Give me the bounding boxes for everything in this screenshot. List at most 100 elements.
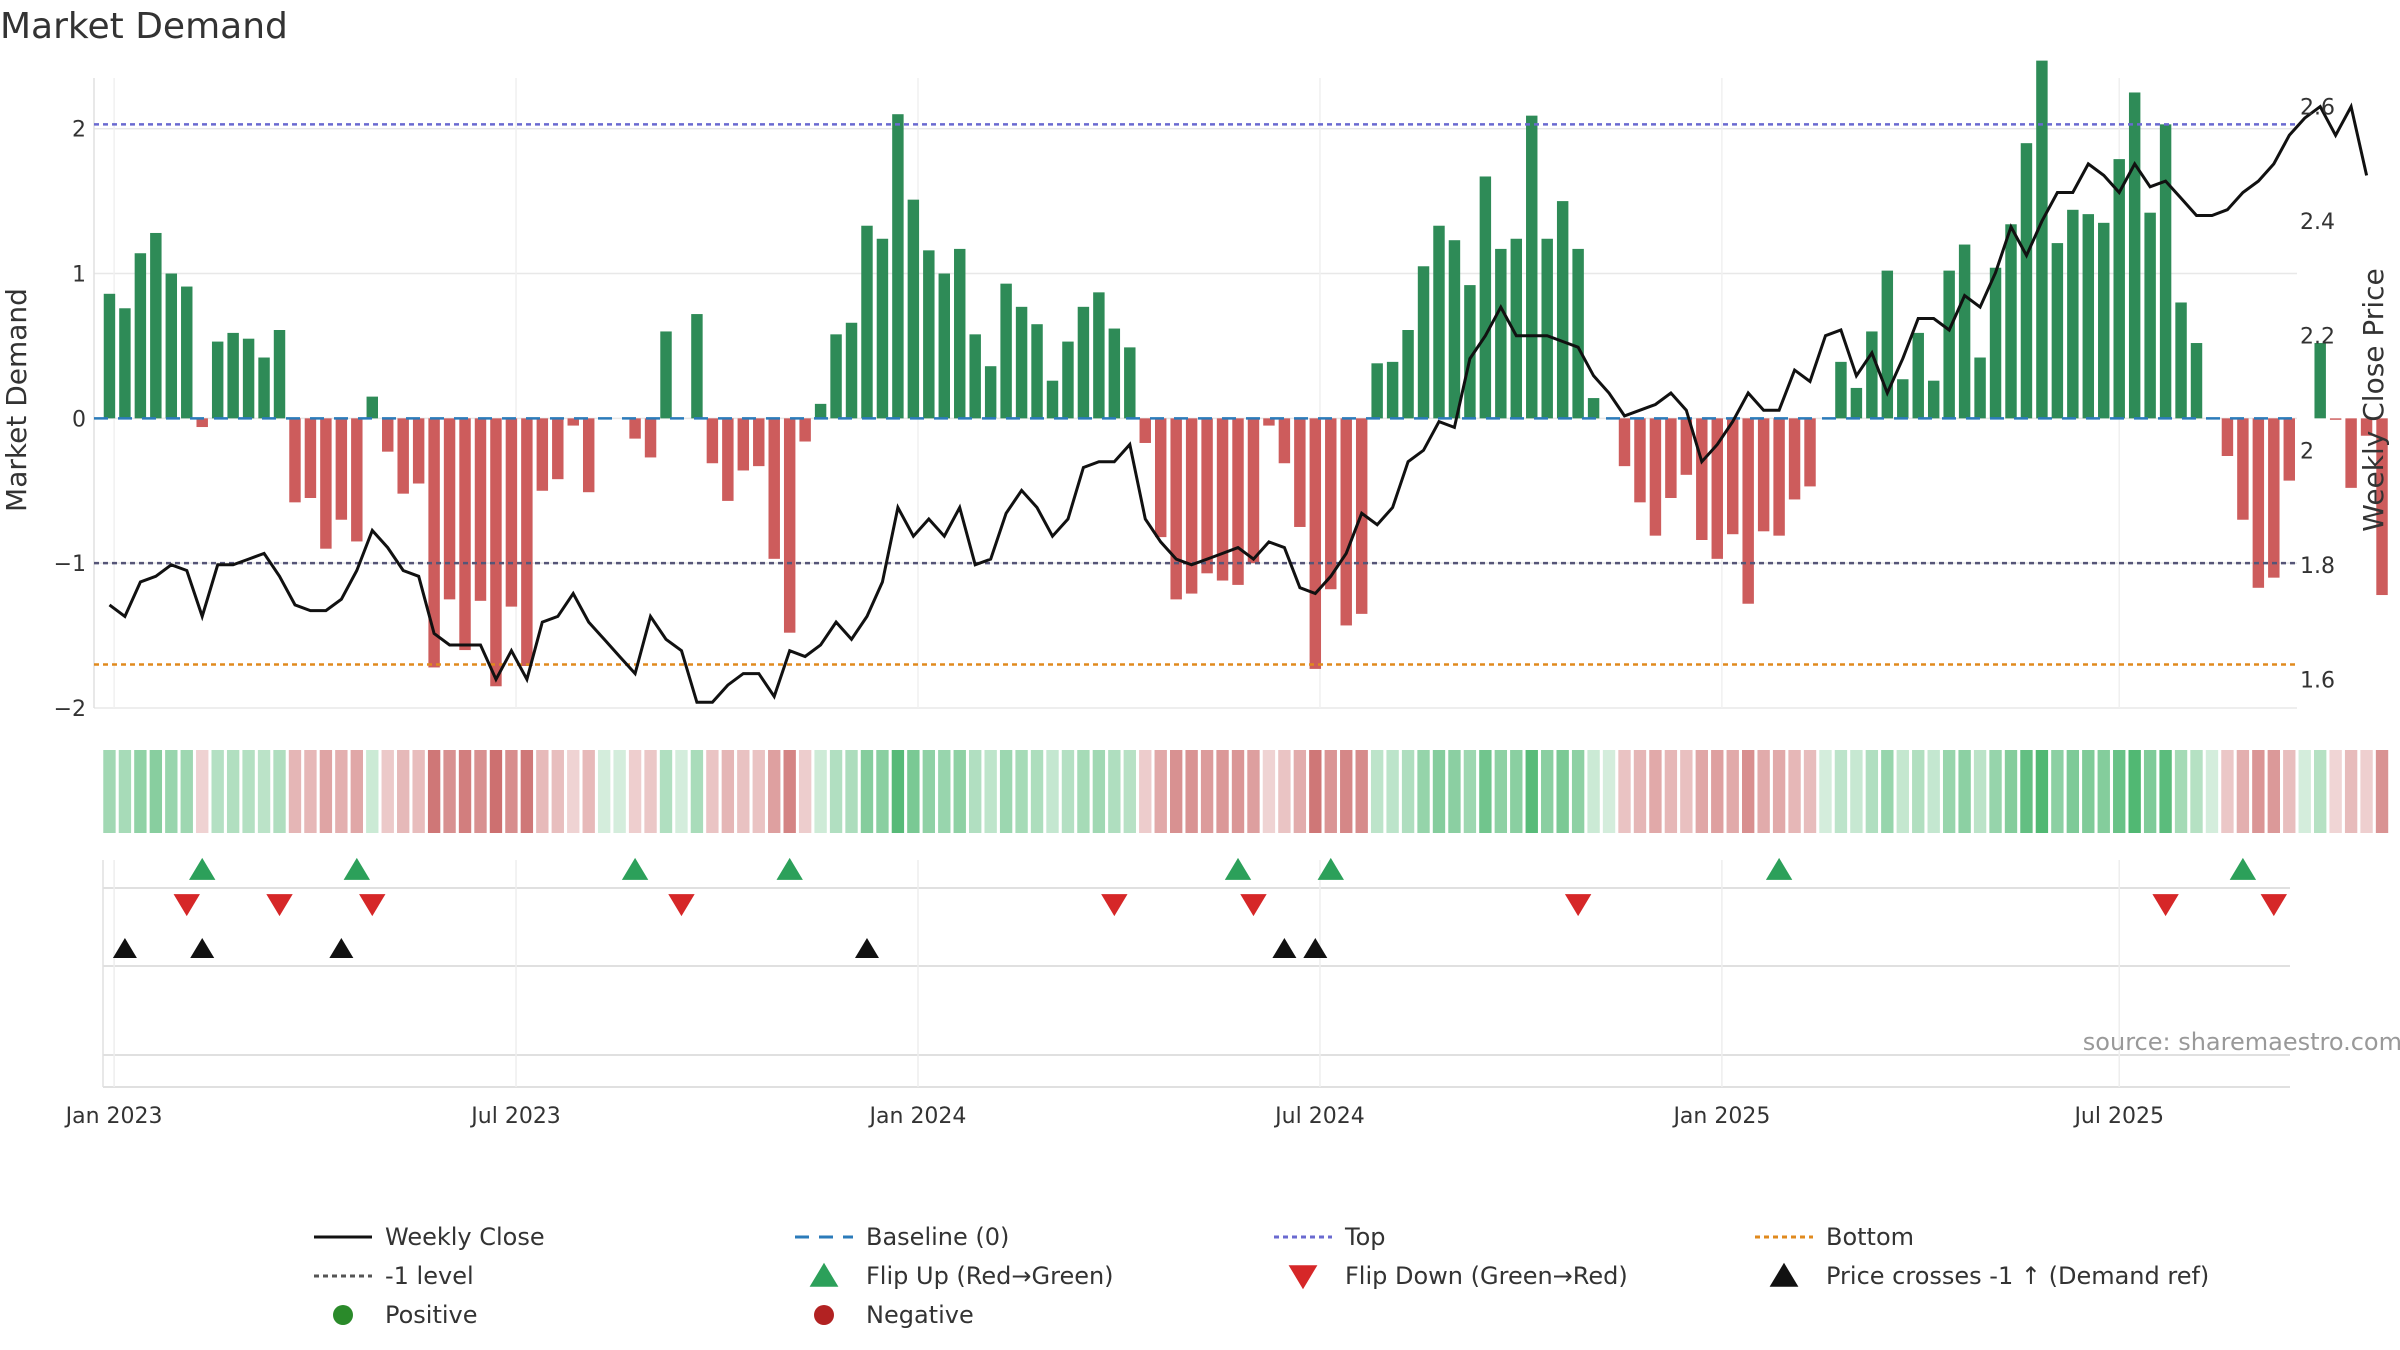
demand-heat-cell	[1386, 750, 1399, 833]
demand-heat-cell	[1973, 750, 1987, 833]
demand-heat-cell	[1788, 750, 1801, 833]
chart-title: Market Demand	[0, 6, 288, 47]
positive-demand-bar	[2175, 302, 2187, 419]
negative-demand-bar	[1340, 418, 1352, 626]
demand-heat-cell	[1293, 750, 1307, 833]
left-y-tick-label: −2	[54, 697, 86, 722]
demand-heat-cell	[829, 750, 843, 833]
chart-legend: Weekly Close Baseline (0) Top Bottom -1 leve…	[314, 1223, 2209, 1329]
demand-heat-cell	[1711, 750, 1724, 833]
demand-heat-cell	[737, 750, 750, 833]
negative-demand-bar	[1742, 418, 1754, 604]
positive-demand-bar	[103, 293, 116, 419]
demand-heat-cell	[2252, 750, 2265, 833]
legend-item: Top	[1274, 1223, 1386, 1251]
positive-demand-bar	[892, 114, 904, 419]
negative-demand-bar	[1804, 418, 1816, 487]
demand-heat-cell	[984, 750, 997, 833]
negative-demand-bar	[706, 418, 719, 464]
positive-demand-bar	[1062, 341, 1074, 419]
demand-heat-cell	[2143, 750, 2157, 833]
demand-heat-cell	[1108, 750, 1121, 833]
demand-heat-cell	[1633, 750, 1647, 833]
legend-item: Positive	[333, 1301, 478, 1329]
demand-heat-cell	[211, 750, 224, 833]
left-axis-label: Market Demand	[0, 288, 33, 512]
negative-demand-bar	[1325, 418, 1337, 590]
negative-demand-bar	[397, 418, 409, 494]
positive-demand-bar	[273, 330, 286, 419]
demand-heat-cell	[1401, 750, 1415, 833]
negative-demand-bar	[768, 418, 780, 559]
positive-demand-bar	[938, 273, 951, 419]
demand-heat-cell	[1417, 750, 1430, 833]
negative-demand-bar	[1139, 418, 1151, 443]
negative-demand-bar	[1232, 418, 1244, 585]
positive-demand-bar	[2144, 212, 2156, 419]
negative-demand-bar	[2329, 418, 2342, 420]
demand-heat-cell	[304, 750, 317, 833]
positive-demand-bar	[954, 248, 966, 419]
demand-heat-cell	[582, 750, 595, 833]
demand-heat-cell	[1695, 750, 1708, 833]
legend-item: Weekly Close	[314, 1223, 545, 1251]
negative-demand-bar	[1278, 418, 1291, 464]
demand-heat-cell	[1541, 750, 1554, 833]
negative-demand-bar	[799, 418, 811, 442]
demand-heat-cell	[1216, 750, 1229, 833]
negative-demand-bar	[2252, 418, 2265, 588]
negative-demand-bar	[722, 418, 734, 501]
demand-heat-cell	[860, 750, 874, 833]
legend-label: Top	[1344, 1223, 1386, 1251]
demand-heat-strip	[103, 750, 2389, 833]
negative-demand-bar	[1294, 418, 1306, 527]
flip-up-marker	[343, 857, 371, 880]
legend-circle-swatch	[814, 1305, 834, 1325]
demand-heat-cell	[1247, 750, 1260, 833]
negative-demand-bar	[1680, 418, 1693, 475]
negative-demand-bar	[1711, 418, 1723, 559]
negative-demand-bar	[1201, 418, 1213, 574]
positive-demand-bar	[366, 396, 378, 419]
demand-heat-cell	[1139, 750, 1152, 833]
positive-demand-bar	[1046, 380, 1059, 419]
legend-label: Price crosses -1 ↑ (Demand ref)	[1826, 1262, 2209, 1290]
positive-demand-bar	[2128, 92, 2141, 419]
positive-demand-bar	[1479, 176, 1492, 419]
positive-demand-bar	[845, 322, 858, 419]
legend-item: Baseline (0)	[795, 1223, 1009, 1251]
demand-heat-cell	[1942, 750, 1956, 833]
positive-demand-bar	[1541, 238, 1553, 419]
demand-heat-cell	[1958, 750, 1971, 833]
demand-heat-cell	[628, 750, 642, 833]
negative-demand-bar	[1263, 418, 1275, 426]
positive-demand-bar	[1974, 357, 1986, 419]
negative-demand-bar	[2376, 418, 2388, 596]
legend-label: Flip Down (Green→Red)	[1345, 1262, 1628, 1290]
demand-heat-cell	[412, 750, 425, 833]
demand-heat-cell	[1030, 750, 1044, 833]
demand-heat-cell	[2360, 750, 2373, 833]
negative-demand-bar	[289, 418, 301, 503]
legend-label: Negative	[866, 1301, 974, 1329]
demand-heat-cell	[474, 750, 487, 833]
negative-demand-bar	[428, 418, 440, 668]
positive-demand-bar	[2036, 60, 2048, 419]
demand-heat-cell	[2221, 750, 2234, 833]
positive-demand-bar	[1417, 266, 1430, 419]
demand-heat-cell	[1587, 750, 1600, 833]
x-tick-label: Jan 2025	[1671, 1104, 1770, 1129]
negative-demand-bar	[2237, 418, 2249, 520]
flip-up-marker	[2229, 857, 2257, 880]
flip-down-marker	[1564, 894, 1592, 917]
positive-demand-bar	[2314, 343, 2326, 419]
right-y-tick-label: 1.8	[2300, 554, 2335, 579]
positive-demand-bar	[242, 338, 255, 419]
demand-heat-cell	[1927, 750, 1940, 833]
demand-heat-cell	[969, 750, 982, 833]
demand-heat-cell	[551, 750, 564, 833]
positive-demand-bar	[2159, 124, 2172, 419]
right-y-tick-label: 2.2	[2300, 325, 2335, 350]
positive-demand-bar	[1897, 379, 1909, 419]
